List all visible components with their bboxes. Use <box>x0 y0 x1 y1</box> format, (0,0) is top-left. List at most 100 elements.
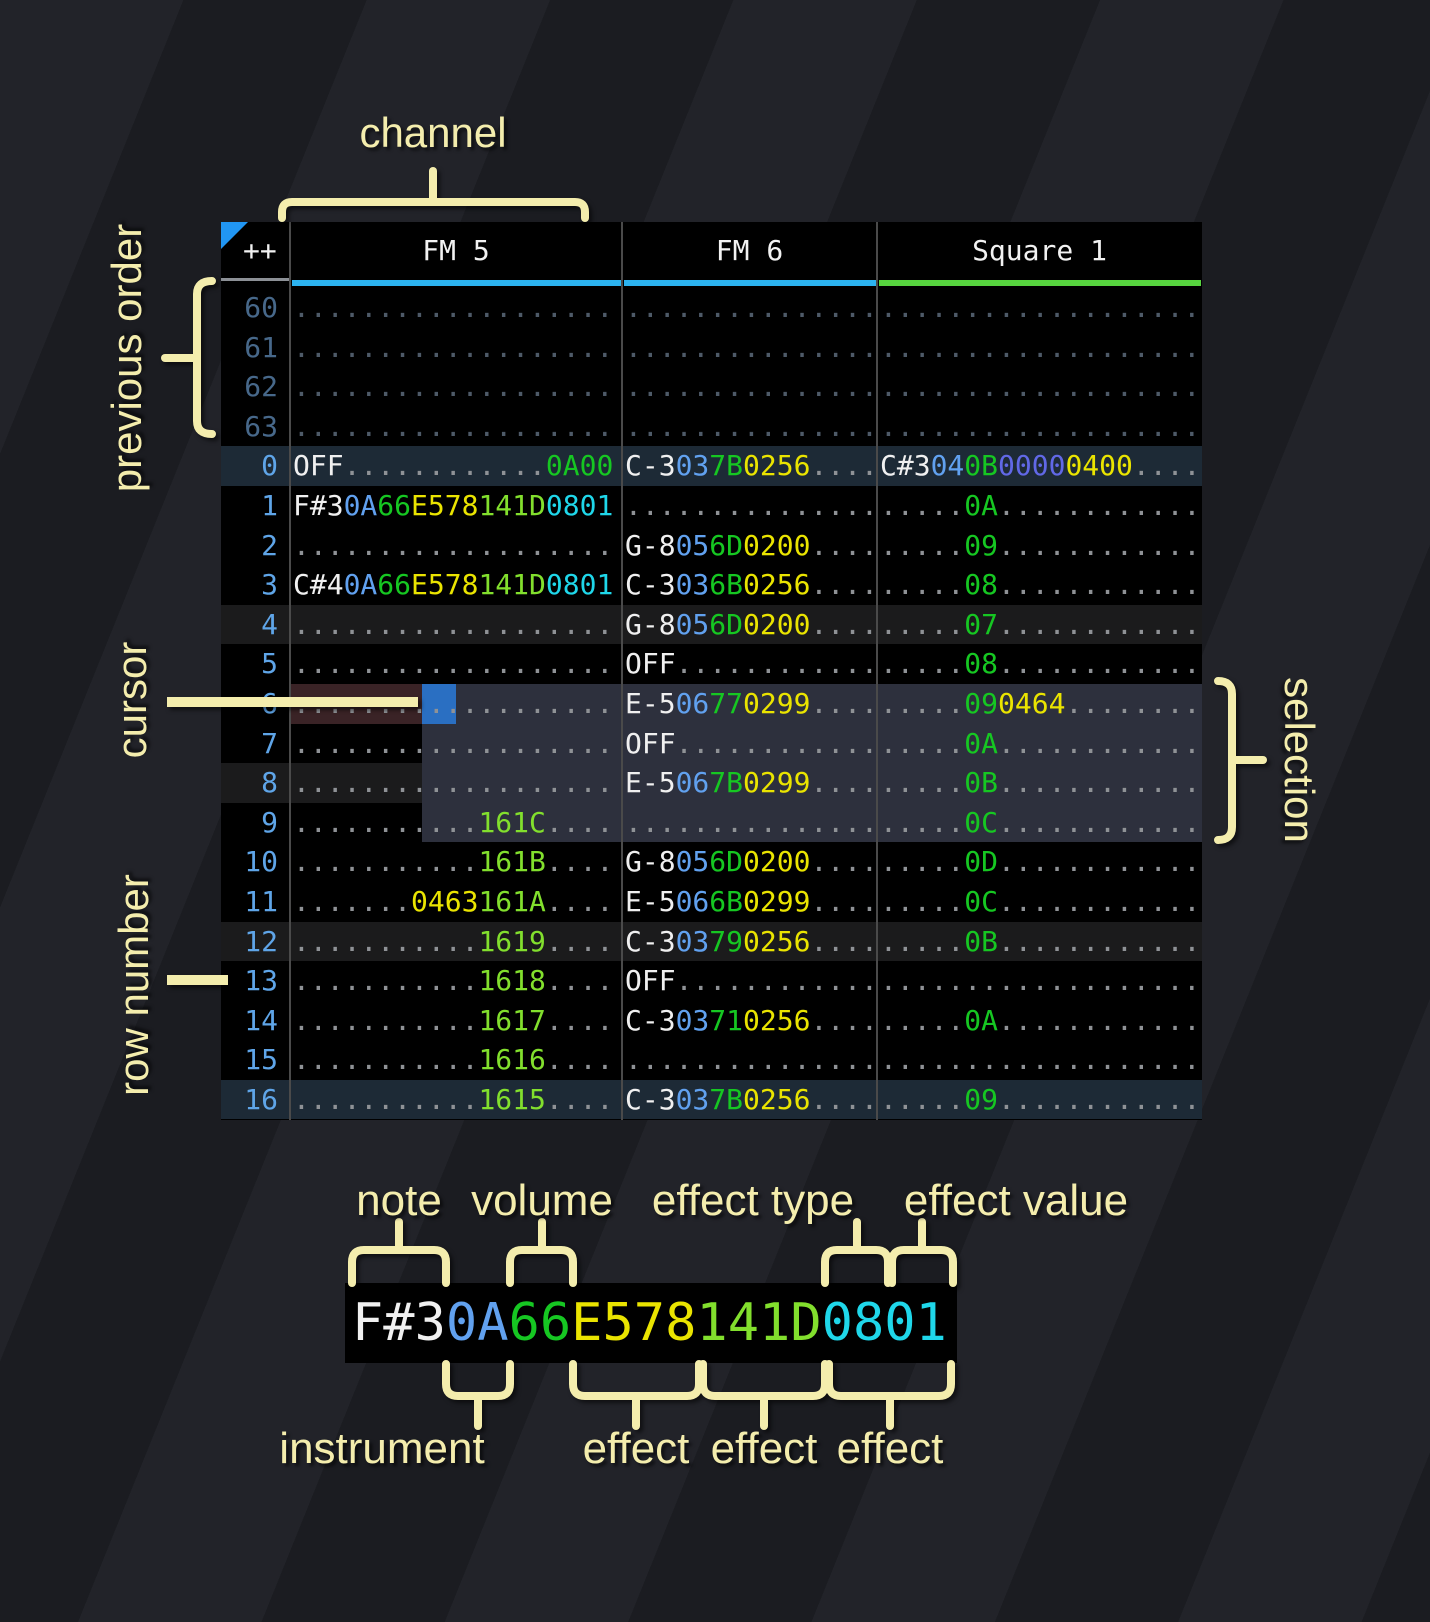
pattern-cell[interactable]: E-506770299.... <box>622 684 877 724</box>
pattern-segment: .... <box>545 1003 614 1037</box>
channel-header-fm5[interactable]: FM 5 <box>290 222 622 286</box>
pattern-cell[interactable]: ................... <box>877 407 1202 447</box>
pattern-cell[interactable]: ................... <box>290 526 622 566</box>
pattern-cell[interactable]: .....0C............ <box>877 882 1202 922</box>
pattern-cell[interactable]: ................... <box>877 328 1202 368</box>
pattern-segment: ............... <box>625 805 877 839</box>
pattern-row[interactable]: 0 OFF............0A00 C-3037B0256.... C#304… <box>221 446 1202 486</box>
pattern-row[interactable]: 63......................................… <box>221 407 1202 447</box>
pattern-row[interactable]: 60......................................… <box>221 288 1202 328</box>
pattern-cell[interactable]: C-303710256.... <box>622 1001 877 1041</box>
pattern-cell[interactable]: C#3040B00000400.... <box>877 446 1202 486</box>
pattern-cell[interactable]: F#30A66E578141D0801 <box>290 486 622 526</box>
pattern-cell[interactable]: ................... <box>290 367 622 407</box>
pattern-cell[interactable]: .....0B............ <box>877 763 1202 803</box>
pattern-cell[interactable]: ................... <box>290 763 622 803</box>
pattern-row[interactable]: 9 ...........161C........................… <box>221 803 1202 843</box>
pattern-segment: .... <box>1132 449 1201 483</box>
pattern-cell[interactable]: .....0C............ <box>877 803 1202 843</box>
pattern-cell[interactable]: C-303790256.... <box>622 922 877 962</box>
pattern-row[interactable]: 11 .......0463161A.... E-5066B0299........… <box>221 882 1202 922</box>
pattern-cell[interactable]: .....09............ <box>877 526 1202 566</box>
pattern-cell[interactable]: OFF............ <box>622 644 877 684</box>
pattern-cell[interactable]: ............... <box>622 1040 877 1080</box>
pattern-cursor[interactable] <box>422 684 456 724</box>
pattern-row[interactable]: 10 ...........161B.... G-8056D0200........… <box>221 842 1202 882</box>
pattern-cell[interactable]: ............... <box>622 288 877 328</box>
pattern-cell[interactable]: .....07............ <box>877 605 1202 645</box>
pattern-cell[interactable]: ................... <box>877 367 1202 407</box>
pattern-cell[interactable]: .....09............ <box>877 1080 1202 1120</box>
pattern-cell[interactable]: G-8056D0200.... <box>622 526 877 566</box>
pattern-row[interactable]: 62......................................… <box>221 367 1202 407</box>
pattern-row[interactable]: 6................... E-506770299.........… <box>221 684 1202 724</box>
pattern-segment: OFF <box>625 647 676 681</box>
pattern-cell[interactable]: .....08............ <box>877 565 1202 605</box>
pattern-cell[interactable]: ................... <box>290 605 622 645</box>
pattern-cell[interactable]: ................... <box>290 288 622 328</box>
pattern-cell[interactable]: ...........1617.... <box>290 1001 622 1041</box>
pattern-row[interactable]: 14 ...........1617.... C-303710256........… <box>221 1001 1202 1041</box>
pattern-cell[interactable]: ................... <box>877 288 1202 328</box>
pattern-row[interactable]: 15 ...........1616.......................… <box>221 1040 1202 1080</box>
pattern-cell[interactable]: .....0D............ <box>877 842 1202 882</box>
pattern-cell[interactable]: ...........1616.... <box>290 1040 622 1080</box>
pattern-segment: .... <box>545 964 614 998</box>
pattern-cell[interactable]: ................... <box>290 328 622 368</box>
pattern-row[interactable]: 5................... OFF.................… <box>221 644 1202 684</box>
pattern-cell[interactable]: ................... <box>877 961 1202 1001</box>
pattern-segment: ..... <box>880 845 965 879</box>
previous-order-bracket <box>193 277 216 438</box>
pattern-cell[interactable]: ...........1618.... <box>290 961 622 1001</box>
pattern-segment: 6D <box>709 607 744 641</box>
pattern-cell[interactable]: OFF............0A00 <box>290 446 622 486</box>
pattern-cell[interactable]: ...........161B.... <box>290 842 622 882</box>
pattern-cell[interactable]: E-5066B0299.... <box>622 882 877 922</box>
pattern-cell[interactable]: ...........161C.... <box>290 803 622 843</box>
pattern-cell[interactable]: ............... <box>622 803 877 843</box>
pattern-row[interactable]: 7................... OFF.................… <box>221 724 1202 764</box>
pattern-cell[interactable]: ...........1619.... <box>290 922 622 962</box>
pattern-cell[interactable]: E-5067B0299.... <box>622 763 877 803</box>
pattern-cell[interactable]: .....0A............ <box>877 724 1202 764</box>
pattern-cell[interactable]: .......0463161A.... <box>290 882 622 922</box>
pattern-row[interactable]: 2................... G-8056D0200.........… <box>221 526 1202 566</box>
pattern-cell[interactable]: .....090464........ <box>877 684 1202 724</box>
pattern-segment: E-5 <box>625 686 676 720</box>
pattern-cell[interactable]: ................... <box>290 644 622 684</box>
pattern-row[interactable]: 16 ...........1615.... C-3037B0256........… <box>221 1079 1202 1120</box>
pattern-cell[interactable]: C-3036B0256.... <box>622 565 877 605</box>
pattern-row[interactable]: 1 F#30A66E578141D0801....................… <box>221 486 1202 526</box>
pattern-segment: ................... <box>293 607 614 641</box>
pattern-cell[interactable]: .....0B............ <box>877 922 1202 962</box>
pattern-cell[interactable]: ................... <box>877 1040 1202 1080</box>
pattern-row[interactable]: 61......................................… <box>221 328 1202 368</box>
pattern-cell[interactable]: C-3037B0256.... <box>622 1080 877 1120</box>
pattern-cell[interactable]: .....08............ <box>877 644 1202 684</box>
pattern-row[interactable]: 12 ...........1619.... C-303790256........… <box>221 921 1202 962</box>
pattern-row[interactable]: 3 C#40A66E578141D0801 C-3036B0256.........… <box>221 565 1202 605</box>
pattern-cell[interactable]: ............... <box>622 367 877 407</box>
pattern-cell[interactable]: C-3037B0256.... <box>622 446 877 486</box>
pattern-row[interactable]: 4................... G-8056D0200.........… <box>221 604 1202 645</box>
channel-header-square1[interactable]: Square 1 <box>877 222 1202 286</box>
pattern-cell[interactable]: G-8056D0200.... <box>622 842 877 882</box>
pattern-row[interactable]: 8................... E-5067B0299.........… <box>221 763 1202 803</box>
pattern-cell[interactable]: ................... <box>290 724 622 764</box>
pattern-row[interactable]: 13 ...........1618.... OFF................… <box>221 961 1202 1001</box>
pattern-cell[interactable]: ...........1615.... <box>290 1080 622 1120</box>
pattern-cell[interactable]: OFF............ <box>622 724 877 764</box>
channel-header-fm6[interactable]: FM 6 <box>622 222 877 286</box>
pattern-cell[interactable]: ............... <box>622 328 877 368</box>
pattern-cell[interactable]: C#40A66E578141D0801 <box>290 565 622 605</box>
pattern-cell[interactable]: ................... <box>290 684 622 724</box>
pattern-cell[interactable]: G-8056D0200.... <box>622 605 877 645</box>
pattern-cell[interactable]: OFF............ <box>622 961 877 1001</box>
pattern-cell[interactable]: .....0A............ <box>877 486 1202 526</box>
pattern-cell[interactable]: ................... <box>290 407 622 447</box>
pattern-segment: 03 <box>675 1082 710 1116</box>
pattern-cell[interactable]: .....0A............ <box>877 1001 1202 1041</box>
pattern-corner[interactable]: ++ <box>221 222 290 284</box>
pattern-cell[interactable]: ............... <box>622 407 877 447</box>
pattern-cell[interactable]: ............... <box>622 486 877 526</box>
